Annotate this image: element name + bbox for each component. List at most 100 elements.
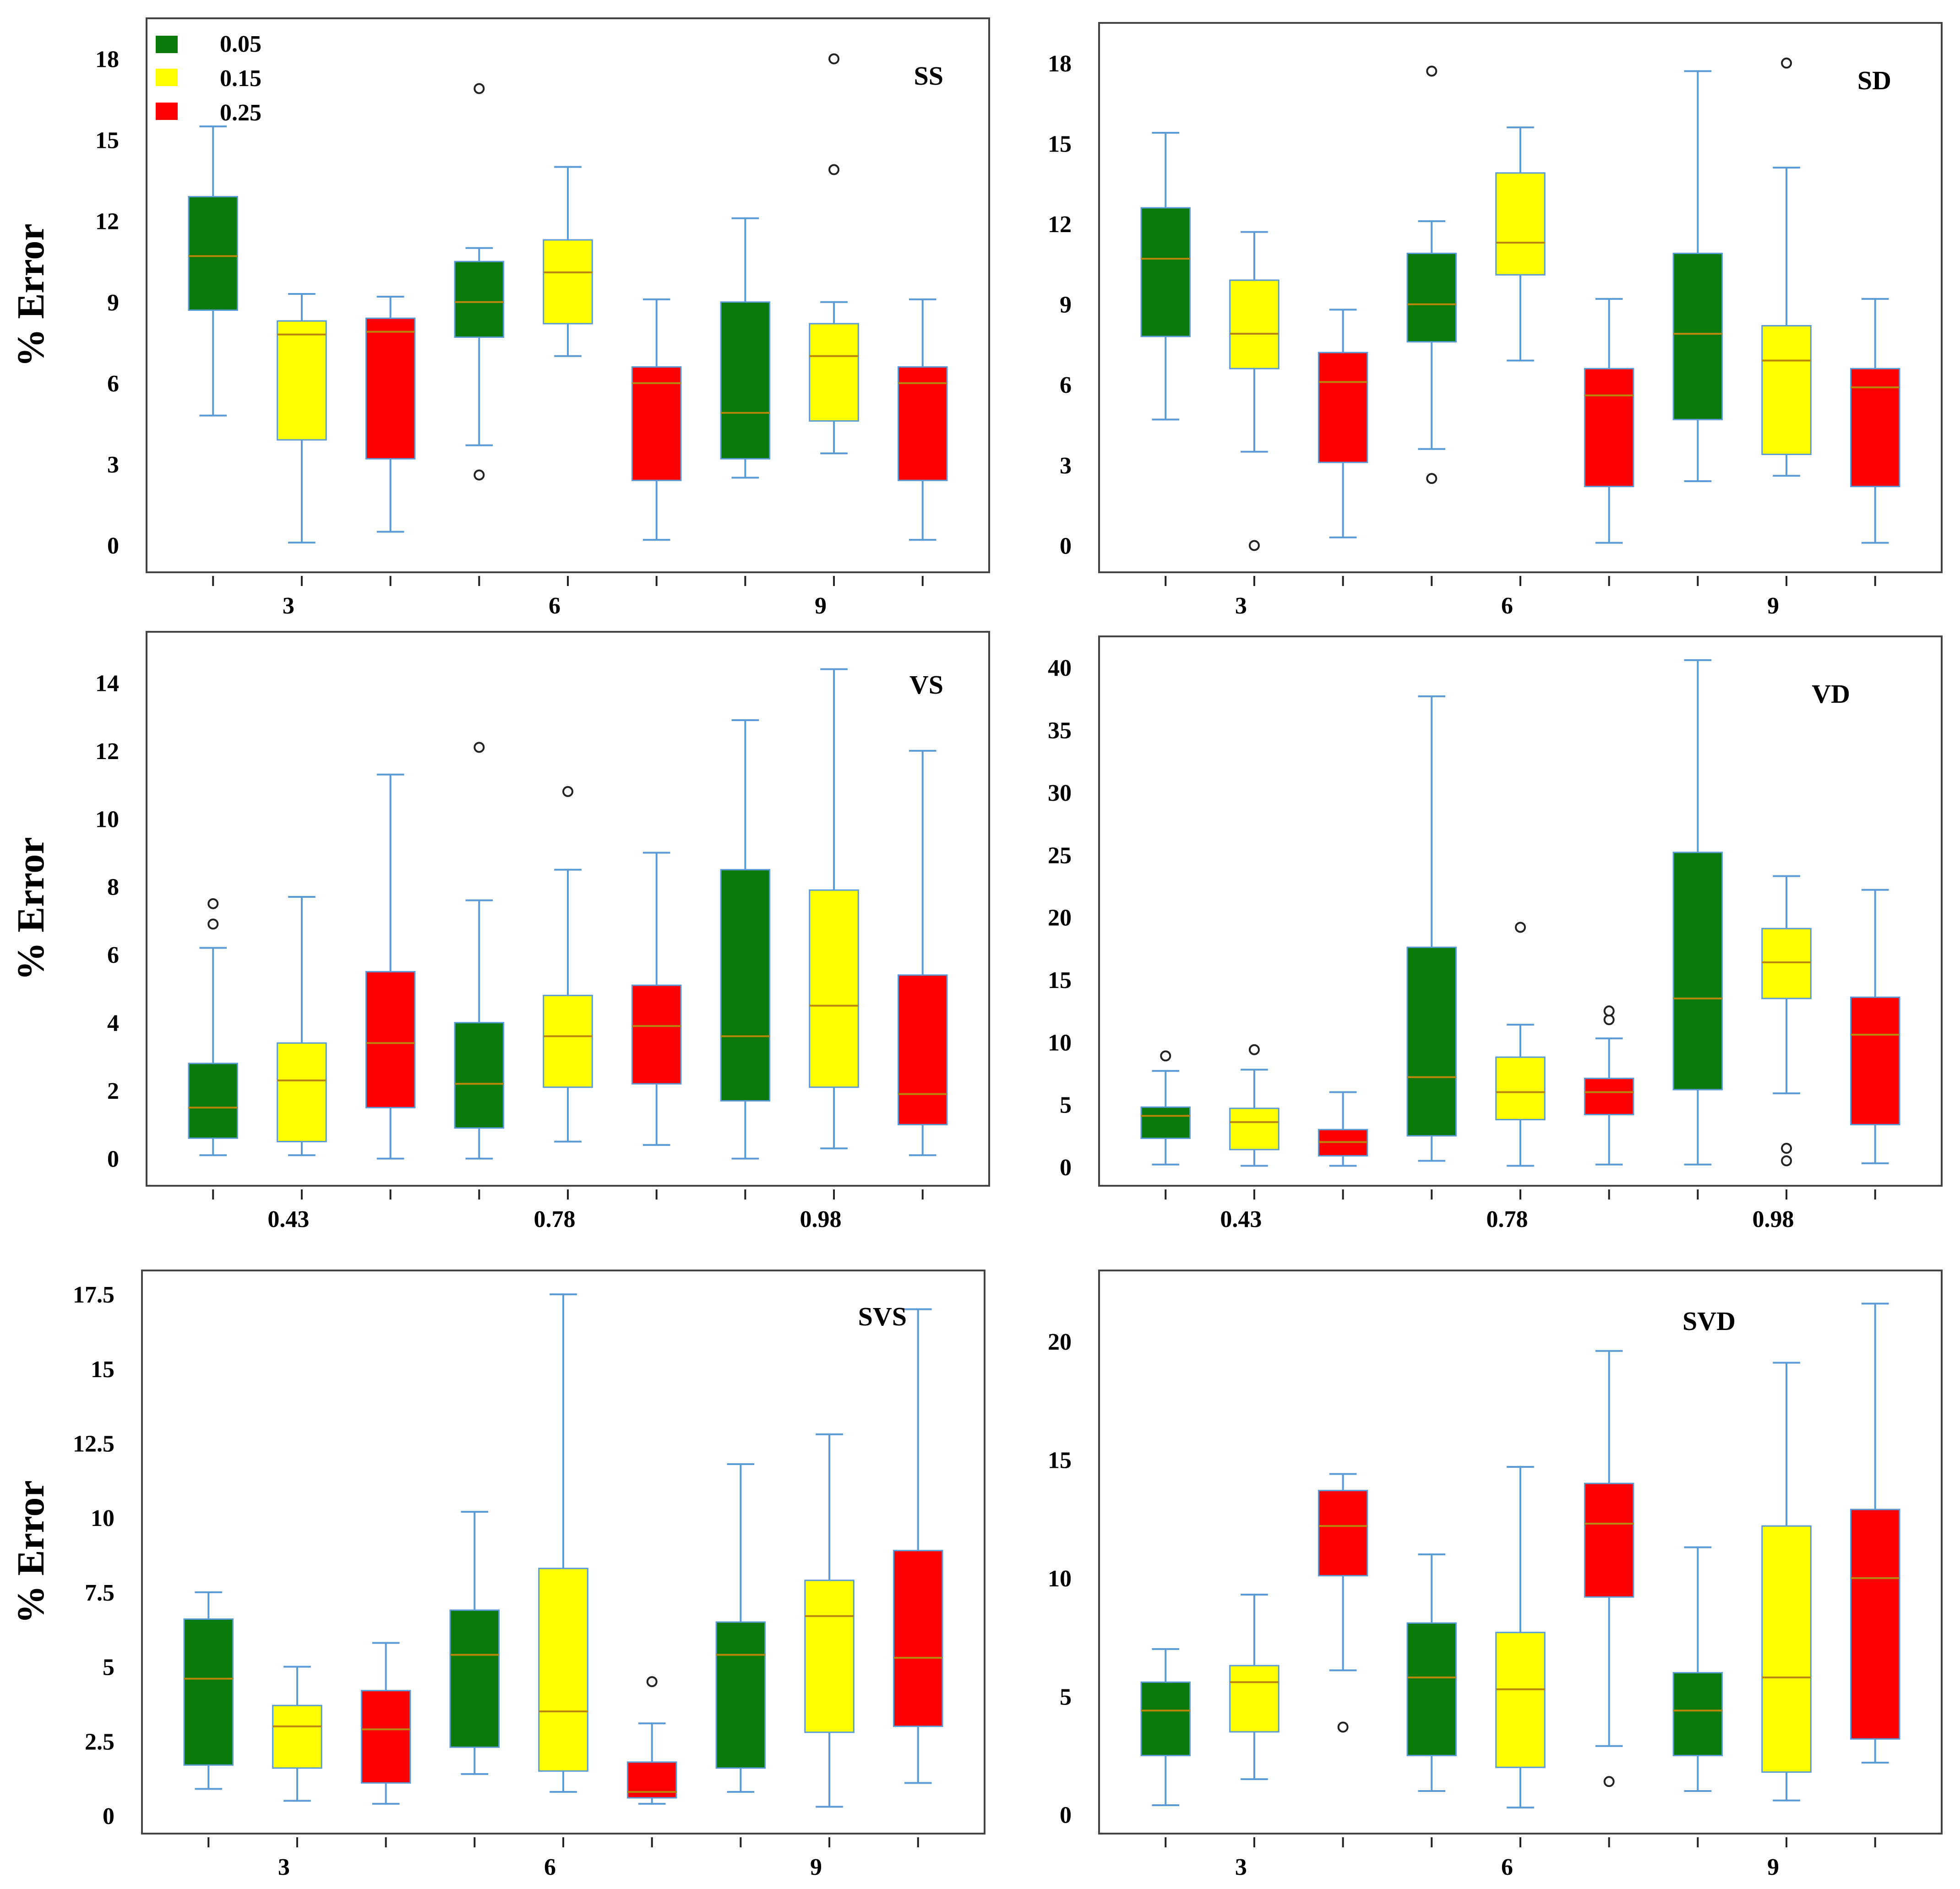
box-3-0.05 [188,125,239,417]
box-0.43-0.15 [1229,1044,1279,1167]
box-0.43-0.15 [277,896,327,1156]
box-iqr [360,1690,411,1784]
box-iqr [1672,852,1723,1091]
box-3-0.05 [1140,1648,1191,1806]
panel-title: VD [1812,679,1850,709]
y-tick-label: 5 [1060,1092,1072,1118]
y-tick-label: 10 [1048,1566,1072,1592]
x-tick-label: 0.98 [1753,1206,1794,1232]
y-tick-label: 8 [107,874,119,901]
box-6-0.15 [1495,1466,1546,1809]
outlier-point [828,53,840,65]
y-tick-label: 6 [107,371,119,397]
x-tick-label: 6 [1501,593,1513,619]
box-iqr [1761,928,1812,999]
x-tick-label: 0.98 [800,1206,842,1232]
box-iqr [1672,252,1723,420]
box-iqr [1406,1622,1457,1756]
y-tick-label: 10 [91,1505,114,1531]
box-iqr [1584,1077,1634,1116]
y-tick-label: 15 [1048,1447,1072,1473]
x-tick-label: 0.78 [1486,1206,1528,1232]
y-tick-label: 15 [1048,131,1072,157]
box-3-0.15 [277,293,327,544]
box-6-0.05 [454,83,505,481]
y-tick-label: 0 [1060,1155,1072,1181]
box-iqr [1229,279,1279,369]
y-tick-label: 40 [1048,655,1072,681]
box-3-0.05 [1140,132,1191,421]
outlier-point [207,898,219,909]
box-iqr [809,323,859,422]
plot-frame [146,631,990,1187]
panel-title: SVS [858,1302,907,1331]
y-tick-label: 14 [95,670,119,696]
y-tick-label: 0 [1060,1802,1072,1829]
box-iqr [449,1609,500,1748]
outlier-point [646,1676,658,1688]
box-iqr [1318,352,1368,463]
box-9-0.15 [1761,1362,1812,1802]
outlier-point [474,742,485,753]
outlier-point [562,786,573,797]
box-iqr [454,1022,505,1129]
box-0.78-0.15 [1495,922,1546,1167]
box-0.98-0.25 [1850,889,1900,1164]
x-tick-label: 0.43 [1220,1206,1262,1232]
box-iqr [720,301,771,460]
box-6-0.15 [1495,126,1546,362]
box-0.98-0.25 [897,749,948,1156]
y-tick-label: 9 [1060,292,1072,318]
y-tick-label: 25 [1048,842,1072,869]
outlier-point [1248,1044,1260,1055]
box-iqr [715,1621,766,1769]
box-iqr [1229,1665,1279,1733]
y-tick-label: 12 [95,738,119,765]
box-iqr [543,994,593,1088]
box-9-0.05 [1672,70,1723,482]
y-tick-label: 3 [107,452,119,478]
y-tick-label: 0 [103,1803,114,1829]
legend-label-0.05: 0.05 [220,31,261,57]
box-iqr [893,1550,943,1727]
outlier-point [1603,1776,1615,1787]
y-tick-label: 0 [107,1146,119,1172]
x-tick-label: 3 [283,593,294,619]
x-tick-label: 3 [1235,1854,1247,1880]
box-iqr [272,1704,322,1769]
box-iqr [1140,1681,1191,1756]
x-tick-label: 9 [1767,593,1779,619]
panel-title: SS [914,61,943,91]
box-iqr [365,971,416,1108]
box-iqr [1672,1672,1723,1756]
box-iqr [1761,1525,1812,1773]
box-iqr [543,239,593,325]
box-6-0.25 [626,1676,677,1805]
box-iqr [631,984,682,1085]
legend: 0.05 0.15 0.25 [156,31,261,126]
outlier-point [1426,65,1437,77]
box-iqr [1584,368,1634,488]
panel-sd: 0 3 6 9 12 15 18 3 6 9 SD [1048,22,1943,619]
x-tick-label: 9 [815,593,827,619]
box-iqr [1495,1632,1546,1768]
box-0.78-0.15 [543,786,593,1143]
y-tick-label: 12.5 [73,1431,114,1457]
box-iqr [277,1042,327,1142]
box-9-0.15 [804,1433,855,1808]
x-tick-label: 6 [549,593,561,619]
box-iqr [365,317,416,460]
box-0.98-0.05 [1672,659,1723,1166]
y-tick-label: 17.5 [73,1282,114,1308]
box-iqr [1229,1107,1279,1151]
outlier-point [1160,1050,1171,1062]
box-6-0.05 [1406,1553,1457,1792]
plot-frame [1098,635,1943,1187]
y-tick-label: 3 [1060,453,1072,479]
box-9-0.05 [720,217,771,479]
legend-label-0.25: 0.25 [220,100,261,126]
box-iqr [1761,325,1812,455]
box-9-0.05 [715,1463,766,1793]
y-tick-label: 10 [1048,1030,1072,1056]
